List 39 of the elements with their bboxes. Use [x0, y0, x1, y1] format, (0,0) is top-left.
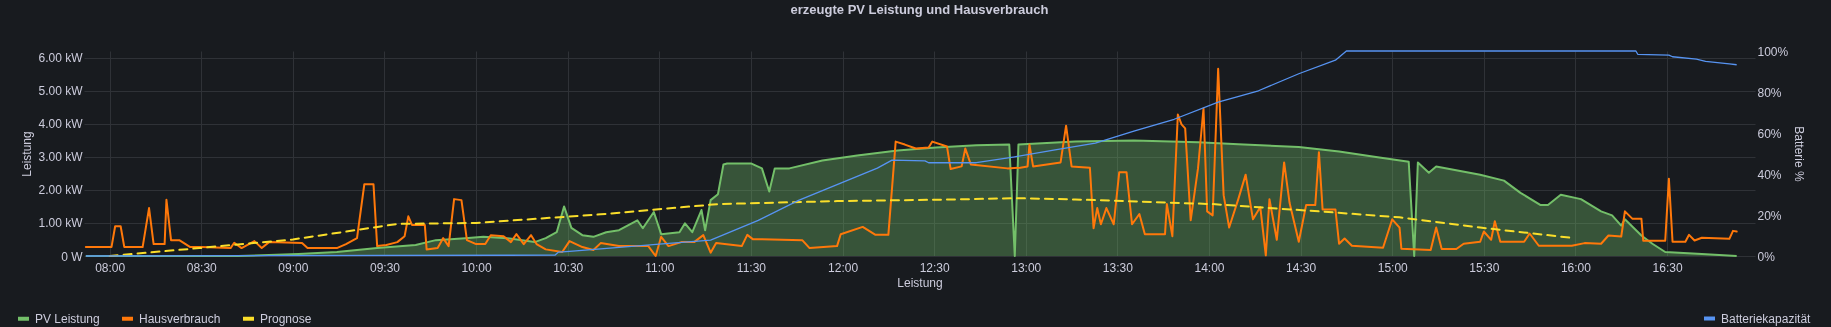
x-tick-label: 11:30	[736, 260, 767, 275]
x-tick-label: 13:30	[1102, 260, 1134, 275]
y-tick-label: 0 W	[61, 249, 84, 264]
x-tick-label: 11:00	[645, 260, 675, 275]
y2-tick-label: 60%	[1757, 126, 1782, 141]
x-tick-label: 08:00	[95, 260, 126, 275]
y-axis-title: Leistung	[20, 131, 35, 177]
y-tick-label: 3.00 kW	[38, 150, 84, 165]
x-tick-label: 15:00	[1377, 260, 1409, 275]
legend-label: Prognose	[260, 311, 312, 326]
y2-tick-label: 80%	[1757, 85, 1782, 100]
x-tick-label: 12:30	[919, 260, 950, 275]
x-tick-label: 09:30	[369, 260, 401, 275]
y-tick-label: 6.00 kW	[38, 51, 84, 66]
chart-title: erzeugte PV Leistung und Hausverbrauch	[790, 2, 1049, 17]
y-tick-label: 2.00 kW	[38, 183, 84, 198]
x-tick-label: 16:30	[1652, 260, 1683, 275]
x-tick-label: 13:00	[1011, 260, 1042, 275]
x-tick-label: 10:00	[461, 260, 492, 275]
x-tick-label: 16:00	[1560, 260, 1592, 275]
x-tick-label: 14:00	[1194, 260, 1225, 275]
y2-tick-label: 20%	[1757, 208, 1782, 223]
y-tick-label: 5.00 kW	[38, 84, 84, 99]
x-tick-label: 14:30	[1286, 260, 1317, 275]
x-tick-label: 10:30	[553, 260, 584, 275]
y2-tick-label: 0%	[1757, 249, 1776, 264]
legend-label: Hausverbrauch	[139, 311, 221, 326]
x-axis-title: Leistung	[897, 275, 943, 290]
legend-label: Batteriekapazität	[1721, 311, 1812, 326]
x-tick-label: 12:00	[828, 260, 859, 275]
y2-tick-label: 40%	[1757, 167, 1782, 182]
y2-tick-label: 100%	[1757, 44, 1789, 59]
x-tick-label: 08:30	[186, 260, 218, 275]
y-tick-label: 1.00 kW	[38, 216, 84, 231]
legend-label: PV Leistung	[35, 311, 100, 326]
x-tick-label: 15:30	[1469, 260, 1500, 275]
y2-axis-title: Batterie %	[1792, 126, 1807, 183]
x-tick-label: 09:00	[278, 260, 309, 275]
y-tick-label: 4.00 kW	[38, 117, 84, 132]
